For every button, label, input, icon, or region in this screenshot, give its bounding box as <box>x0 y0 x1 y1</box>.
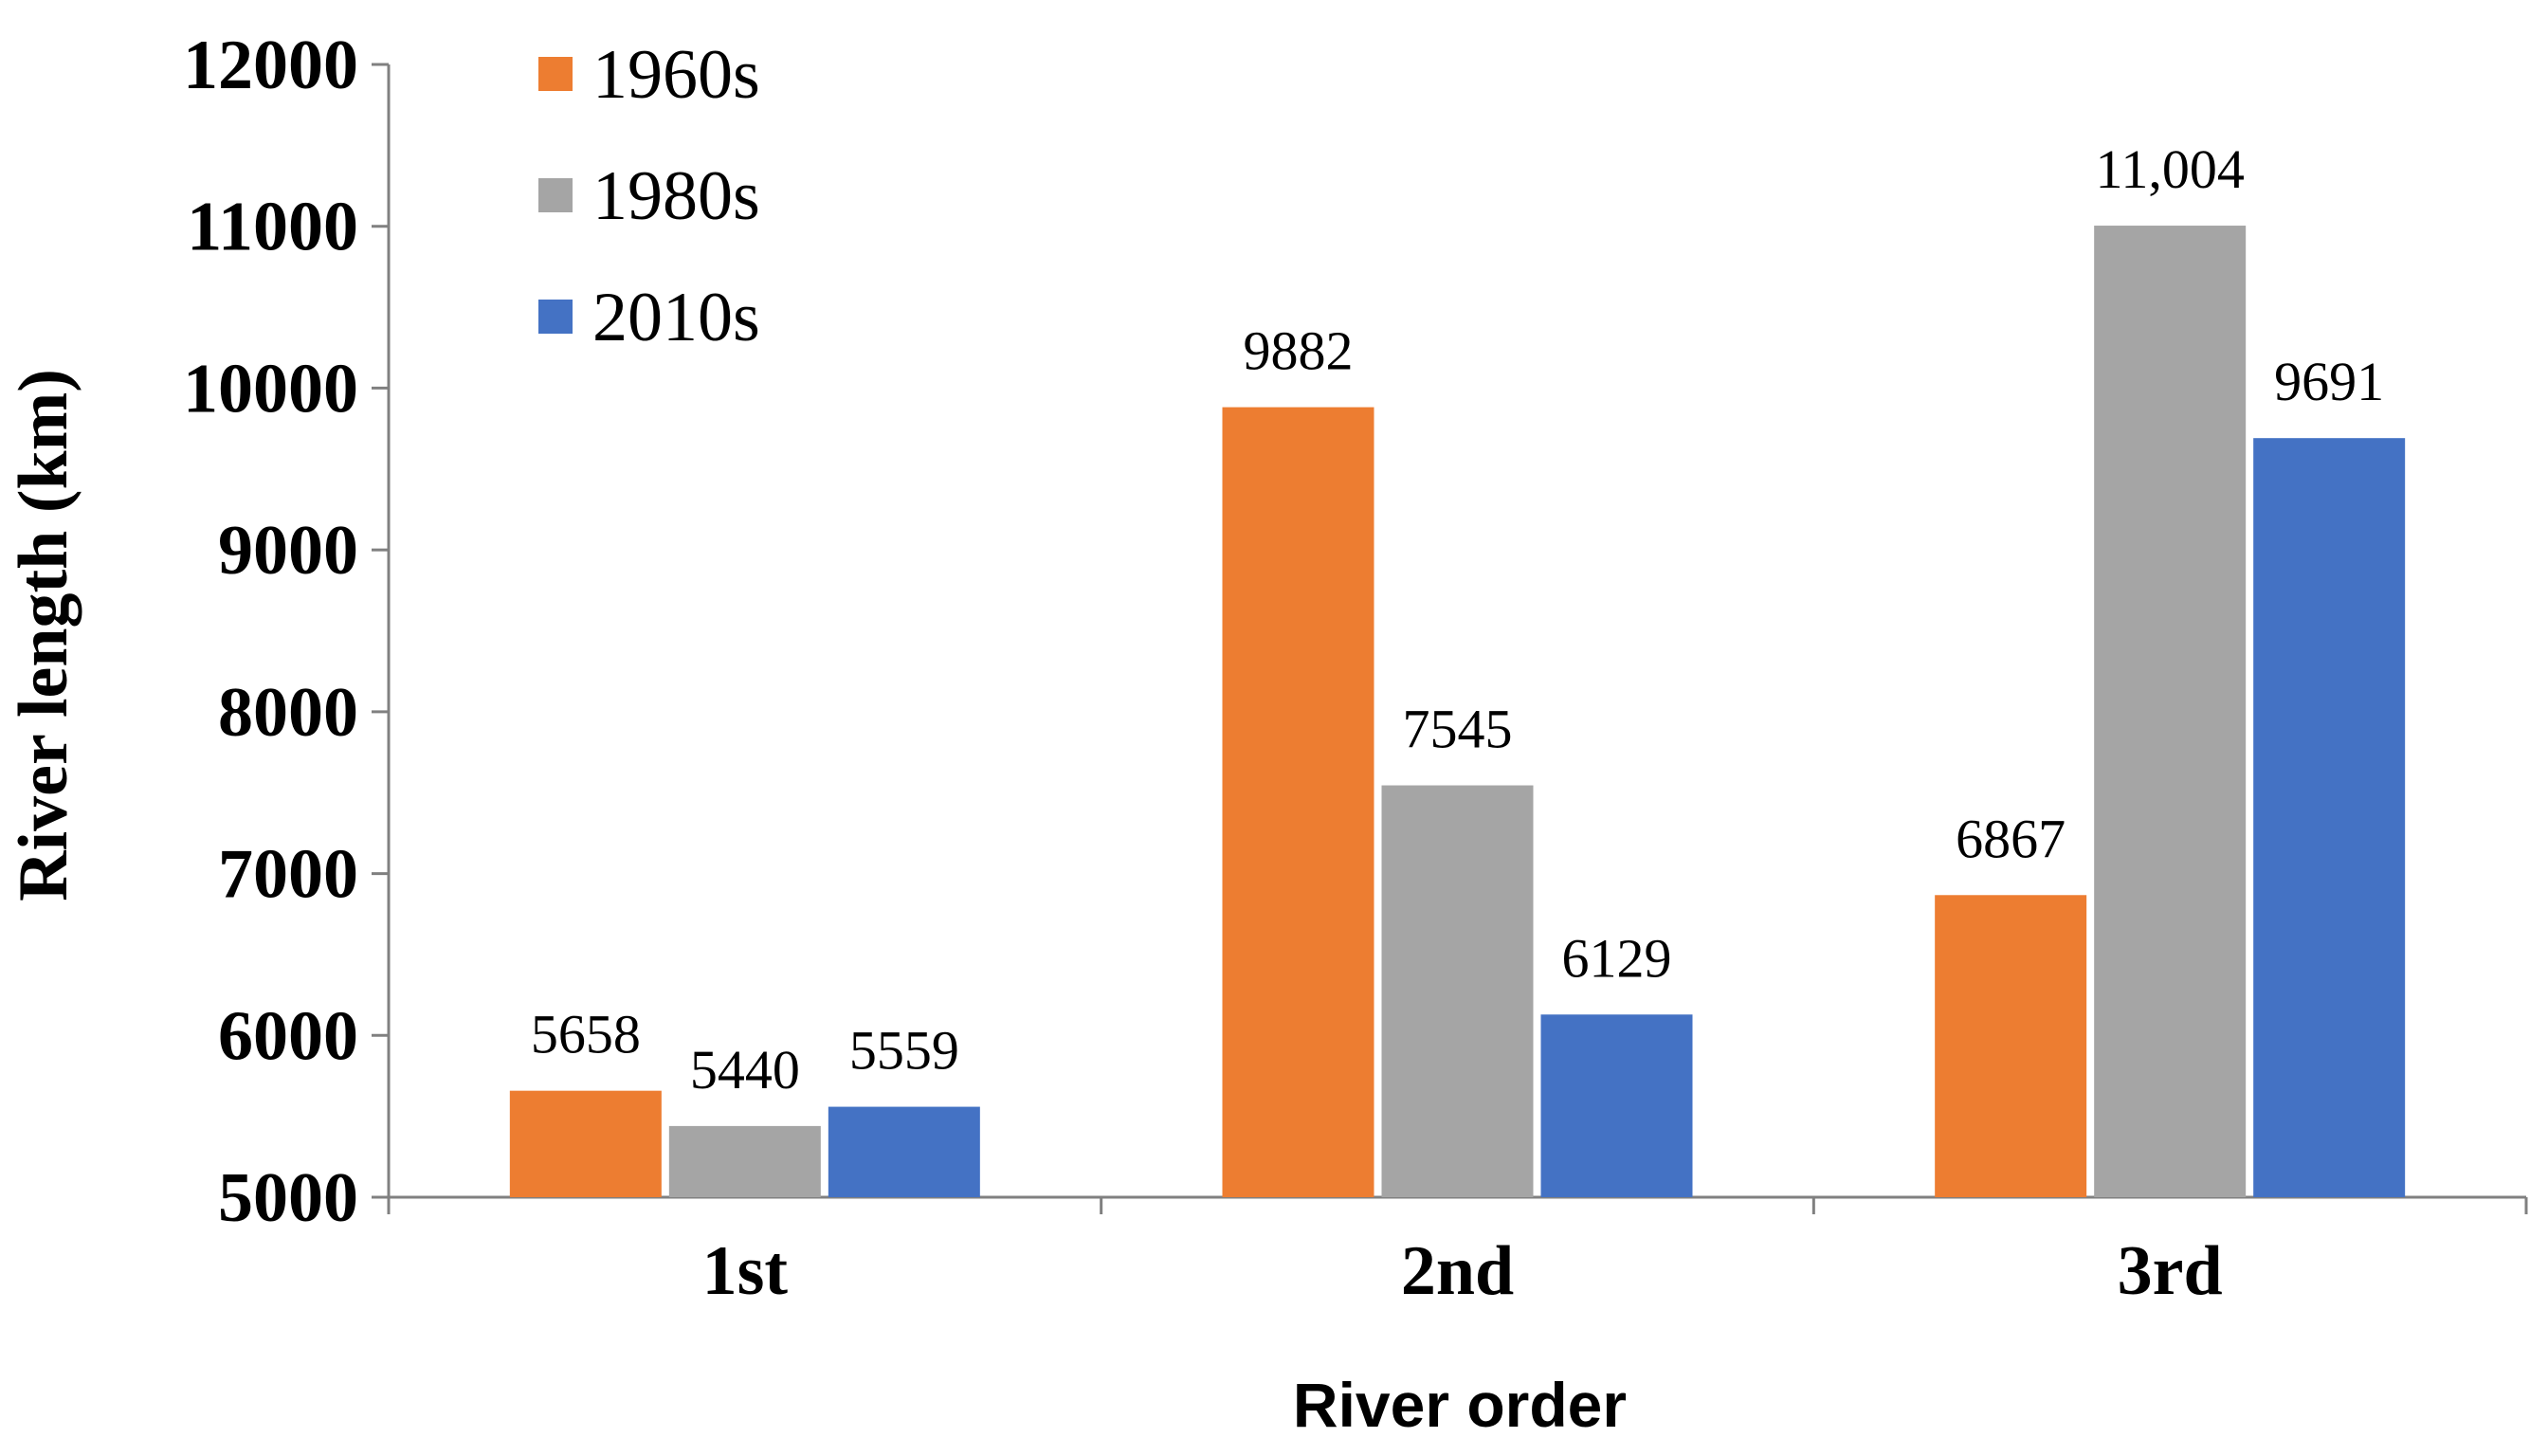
bar-1960s-1st <box>509 1090 662 1197</box>
x-tick-label: 2nd <box>1401 1232 1514 1310</box>
y-axis-label: River length (km) <box>5 369 82 901</box>
x-tick-label: 3rd <box>2118 1232 2223 1310</box>
bar-1980s-3rd <box>2094 226 2247 1197</box>
x-tick-label: 1st <box>702 1232 789 1310</box>
y-tick-label: 11000 <box>187 189 358 266</box>
legend-label: 2010s <box>592 279 760 356</box>
data-label: 11,004 <box>2095 138 2244 200</box>
data-label: 6129 <box>1562 927 1672 989</box>
bar-2010s-3rd <box>2253 438 2406 1197</box>
data-labels: 5658 9882 6867 5440 7545 11,004 5559 6129 9691 <box>531 138 2384 1101</box>
data-label: 5440 <box>690 1039 800 1101</box>
bar-1980s-2nd <box>1381 785 1534 1197</box>
y-tick-label: 6000 <box>218 997 358 1075</box>
y-tick-label: 7000 <box>218 836 358 914</box>
y-tick-label: 12000 <box>183 27 358 104</box>
data-label: 7545 <box>1403 699 1513 760</box>
y-tick-label: 9000 <box>218 512 358 590</box>
bar-2010s-1st <box>828 1106 980 1197</box>
legend-label: 1980s <box>592 157 760 235</box>
legend-swatch-1960s <box>538 57 573 91</box>
legend-label: 1960s <box>592 36 760 114</box>
y-tick-label: 5000 <box>218 1159 358 1237</box>
bar-2010s-2nd <box>1540 1014 1693 1197</box>
data-label: 5559 <box>849 1020 959 1082</box>
y-tick-label: 10000 <box>183 350 358 428</box>
legend-swatch-1980s <box>538 178 573 212</box>
data-label: 9882 <box>1244 320 1354 382</box>
data-label: 6867 <box>1956 808 2066 869</box>
data-label: 5658 <box>531 1004 641 1065</box>
bars <box>509 226 2406 1197</box>
legend-swatch-2010s <box>538 300 573 334</box>
data-label: 9691 <box>2274 351 2384 412</box>
x-axis-label: River order <box>1293 1370 1627 1440</box>
axes: 5000 6000 7000 8000 9000 10000 11000 12000 1st 2n… <box>183 27 2528 1310</box>
bar-1980s-1st <box>668 1125 821 1197</box>
legend: 1960s 1980s 2010s <box>538 36 760 356</box>
bar-1960s-3rd <box>1935 895 2087 1197</box>
bar-1960s-2nd <box>1222 407 1374 1197</box>
y-tick-label: 8000 <box>218 674 358 752</box>
